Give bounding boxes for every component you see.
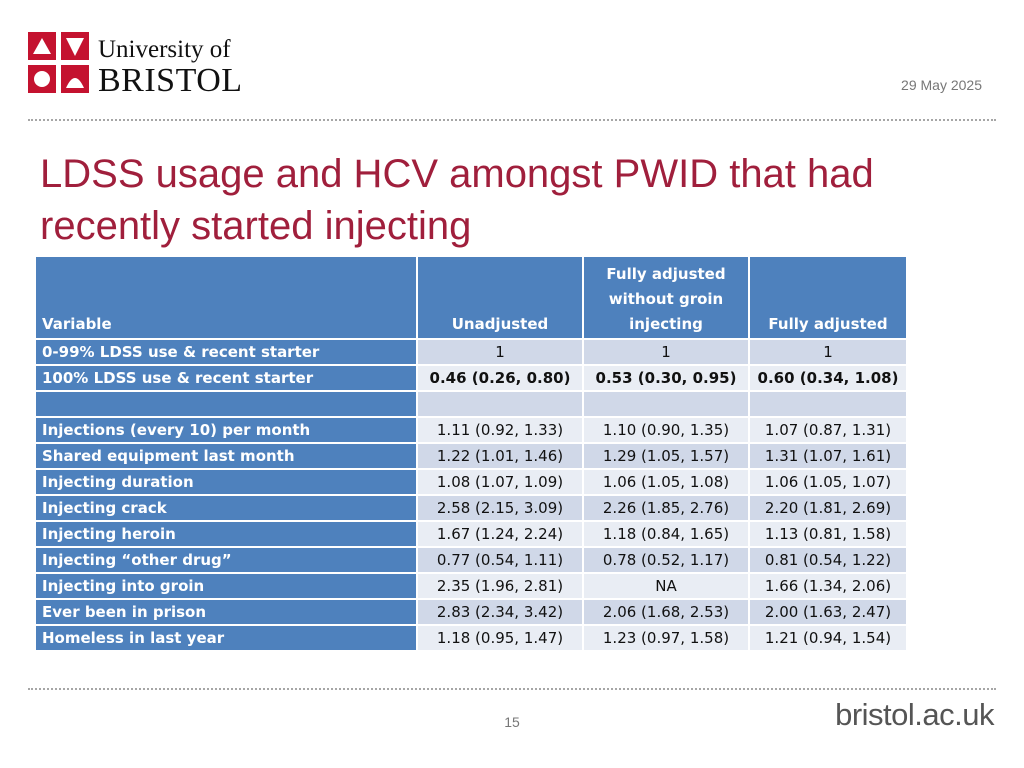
cell-fully-adjusted-highlighted: 0.60 (0.34, 1.08): [750, 366, 906, 390]
column-header-variable: Variable: [36, 257, 416, 338]
table-row: Shared equipment last month 1.22 (1.01, …: [36, 444, 906, 468]
cell-empty: [584, 392, 748, 416]
cell-unadjusted: 1.08 (1.07, 1.09): [418, 470, 582, 494]
table-row-spacer: [36, 392, 906, 416]
table-row: Injecting “other drug” 0.77 (0.54, 1.11)…: [36, 548, 906, 572]
row-label: Injecting crack: [36, 496, 416, 520]
row-label: [36, 392, 416, 416]
cell-fully-adjusted: 0.81 (0.54, 1.22): [750, 548, 906, 572]
column-header-fully-adjusted: Fully adjusted: [750, 257, 906, 338]
table-row: Injections (every 10) per month 1.11 (0.…: [36, 418, 906, 442]
cell-unadjusted: 1: [418, 340, 582, 364]
table-row: Injecting duration 1.08 (1.07, 1.09) 1.0…: [36, 470, 906, 494]
table-row: Injecting heroin 1.67 (1.24, 2.24) 1.18 …: [36, 522, 906, 546]
table-row: Homeless in last year 1.18 (0.95, 1.47) …: [36, 626, 906, 650]
cell-unadjusted: 1.11 (0.92, 1.33): [418, 418, 582, 442]
row-label: 0-99% LDSS use & recent starter: [36, 340, 416, 364]
cell-adjusted-no-groin: 1.06 (1.05, 1.08): [584, 470, 748, 494]
cell-adjusted-no-groin: 1: [584, 340, 748, 364]
row-label: Injecting “other drug”: [36, 548, 416, 572]
footer-divider: [28, 688, 996, 690]
logo-line-1: University of: [98, 36, 231, 63]
cell-adjusted-no-groin: NA: [584, 574, 748, 598]
bristol-crest-icon: [28, 32, 89, 93]
row-label: Homeless in last year: [36, 626, 416, 650]
cell-adjusted-no-groin-highlighted: 0.53 (0.30, 0.95): [584, 366, 748, 390]
results-table: Variable Unadjusted Fully adjusted witho…: [34, 255, 908, 652]
row-label: Shared equipment last month: [36, 444, 416, 468]
logo-wordmark: University of BRISTOL: [98, 36, 243, 98]
logo-line-2: BRISTOL: [98, 62, 243, 99]
cell-unadjusted: 1.18 (0.95, 1.47): [418, 626, 582, 650]
cell-unadjusted: 1.67 (1.24, 2.24): [418, 522, 582, 546]
cell-adjusted-no-groin: 0.78 (0.52, 1.17): [584, 548, 748, 572]
cell-adjusted-no-groin: 2.06 (1.68, 2.53): [584, 600, 748, 624]
header-divider: [28, 119, 996, 121]
page-number: 15: [504, 714, 520, 730]
cell-fully-adjusted: 1.07 (0.87, 1.31): [750, 418, 906, 442]
cell-unadjusted: 2.35 (1.96, 2.81): [418, 574, 582, 598]
cell-unadjusted: 2.58 (2.15, 3.09): [418, 496, 582, 520]
cell-adjusted-no-groin: 1.23 (0.97, 1.58): [584, 626, 748, 650]
table-row: Injecting crack 2.58 (2.15, 3.09) 2.26 (…: [36, 496, 906, 520]
cell-fully-adjusted: 1.21 (0.94, 1.54): [750, 626, 906, 650]
cell-empty: [418, 392, 582, 416]
column-header-unadjusted: Unadjusted: [418, 257, 582, 338]
cell-adjusted-no-groin: 1.10 (0.90, 1.35): [584, 418, 748, 442]
cell-fully-adjusted: 1: [750, 340, 906, 364]
cell-adjusted-no-groin: 1.18 (0.84, 1.65): [584, 522, 748, 546]
cell-fully-adjusted-highlighted: 1.66 (1.34, 2.06): [750, 574, 906, 598]
cell-unadjusted: 2.83 (2.34, 3.42): [418, 600, 582, 624]
column-header-adjusted-no-groin: Fully adjusted without groin injecting: [584, 257, 748, 338]
table-row: Injecting into groin 2.35 (1.96, 2.81) N…: [36, 574, 906, 598]
cell-adjusted-no-groin: 2.26 (1.85, 2.76): [584, 496, 748, 520]
cell-unadjusted-highlighted: 0.46 (0.26, 0.80): [418, 366, 582, 390]
row-label: Injections (every 10) per month: [36, 418, 416, 442]
slide-title: LDSS usage and HCV amongst PWID that had…: [40, 152, 874, 248]
cell-fully-adjusted: 2.20 (1.81, 2.69): [750, 496, 906, 520]
cell-empty: [750, 392, 906, 416]
cell-fully-adjusted: 1.06 (1.05, 1.07): [750, 470, 906, 494]
table-row: 0-99% LDSS use & recent starter 1 1 1: [36, 340, 906, 364]
table-header-row: Variable Unadjusted Fully adjusted witho…: [36, 257, 906, 338]
table-row: Ever been in prison 2.83 (2.34, 3.42) 2.…: [36, 600, 906, 624]
cell-fully-adjusted: 1.13 (0.81, 1.58): [750, 522, 906, 546]
row-label: Injecting into groin: [36, 574, 416, 598]
row-label: Injecting duration: [36, 470, 416, 494]
cell-unadjusted: 1.22 (1.01, 1.46): [418, 444, 582, 468]
footer-url: bristol.ac.uk: [835, 697, 994, 732]
cell-unadjusted: 0.77 (0.54, 1.11): [418, 548, 582, 572]
row-label: 100% LDSS use & recent starter: [36, 366, 416, 390]
cell-fully-adjusted: 1.31 (1.07, 1.61): [750, 444, 906, 468]
slide-date: 29 May 2025: [901, 77, 982, 93]
row-label: Ever been in prison: [36, 600, 416, 624]
cell-fully-adjusted: 2.00 (1.63, 2.47): [750, 600, 906, 624]
university-logo: University of BRISTOL: [26, 30, 251, 100]
results-table-container: Variable Unadjusted Fully adjusted witho…: [36, 257, 906, 650]
row-label: Injecting heroin: [36, 522, 416, 546]
table-row: 100% LDSS use & recent starter 0.46 (0.2…: [36, 366, 906, 390]
cell-adjusted-no-groin: 1.29 (1.05, 1.57): [584, 444, 748, 468]
